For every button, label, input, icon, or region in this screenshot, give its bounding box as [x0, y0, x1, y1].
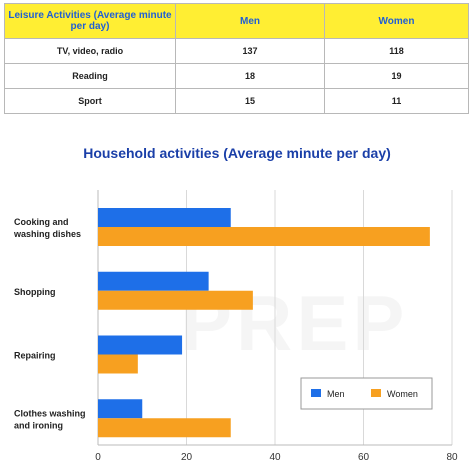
- bar-men: [98, 208, 231, 227]
- women-cell: 11: [324, 88, 469, 114]
- x-tick-label: 60: [358, 452, 370, 463]
- chart-title: Household activities (Average minute per…: [83, 145, 391, 161]
- legend-box: [300, 377, 433, 410]
- header-women: Women: [324, 3, 469, 39]
- table-header-row: Leisure Activities (Average minute per d…: [4, 3, 469, 39]
- x-tick-label: 0: [95, 452, 101, 463]
- bar-men: [98, 335, 183, 355]
- x-tick-label: 20: [181, 452, 193, 463]
- table-row: Reading 18 19: [4, 63, 469, 89]
- bar-women: [98, 354, 138, 374]
- men-cell: 18: [175, 63, 325, 89]
- x-tick-label: 80: [446, 452, 458, 463]
- table-row: Sport 15 11: [4, 88, 469, 114]
- legend-swatch-men: [311, 389, 321, 397]
- bar-men: [98, 271, 209, 291]
- bar-women: [98, 227, 430, 246]
- category-label: Shopping: [14, 287, 56, 297]
- legend-swatch-women: [371, 389, 381, 397]
- activity-cell: TV, video, radio: [4, 38, 176, 64]
- activity-cell: Sport: [4, 88, 176, 114]
- legend-label-women: Women: [387, 389, 418, 399]
- category-label: Repairing: [14, 351, 56, 361]
- bar-women: [98, 290, 253, 310]
- category-label: Cooking and washing dishes: [13, 217, 81, 239]
- leisure-table: Leisure Activities (Average minute per d…: [4, 3, 469, 114]
- category-label: Clothes washing and ironing: [14, 408, 86, 430]
- bar-women: [98, 418, 231, 438]
- x-tick-label: 40: [269, 452, 281, 463]
- header-men: Men: [175, 3, 325, 39]
- header-leisure-activities: Leisure Activities (Average minute per d…: [4, 3, 176, 39]
- men-cell: 15: [175, 88, 325, 114]
- legend-label-men: Men: [327, 389, 345, 399]
- bar-men: [98, 399, 143, 419]
